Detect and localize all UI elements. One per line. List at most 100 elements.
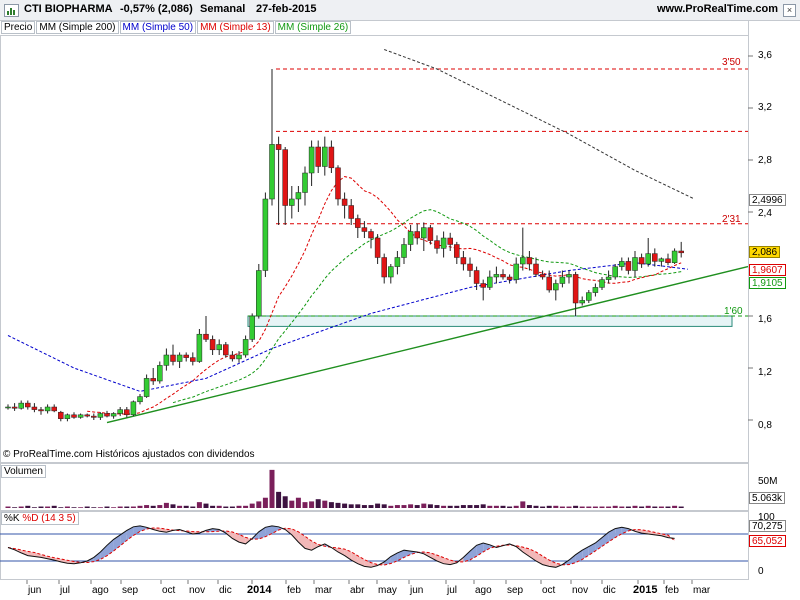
volume-bar [672,505,678,508]
volume-bar [375,503,381,508]
candle-body [25,402,31,408]
month-label: ago [475,585,492,596]
candle-body [572,274,579,304]
legend-mm200[interactable]: MM (Simple 200) [36,21,119,34]
stochastic-tick-0: 0 [758,566,764,577]
stochastic-tick-100: 100 [758,512,775,523]
candle-body [5,406,11,409]
volume-bar [71,507,77,508]
candle-body [163,354,170,366]
volume-bar [282,496,288,508]
stochastic-fill [107,539,114,556]
candle-body [229,354,236,360]
candle-body [51,406,57,412]
volume-bar [342,503,348,508]
volume-bar [18,506,24,508]
stochastic-fill [549,560,556,568]
candle-body [467,263,473,271]
stochastic-d-line [7,527,675,566]
candle-body [190,357,196,362]
chart-type-icon[interactable] [4,4,19,17]
volume-bar [606,506,612,508]
candle-body [539,274,546,278]
candle-body [348,205,354,219]
volume-bar [45,506,51,508]
support-zone [247,315,733,327]
volume-bar [302,502,308,508]
volume-bar [111,507,117,508]
stochastic-fill [522,547,530,557]
volume-bar [58,507,64,508]
candle-body [322,146,328,167]
period-label: Semanal [200,3,246,15]
candle-body [203,333,209,340]
volume-bar [586,506,592,508]
stochastic-fill [47,556,55,561]
month-label: feb [665,585,679,596]
volume-value-tag: 5.063k [749,492,786,504]
volume-bar [223,506,229,508]
month-label: jun [410,585,424,596]
candle-body [487,276,493,288]
volume-bar [394,505,400,508]
candle-body [84,414,90,417]
stochastic-panel-label[interactable]: %K %D (14 3 5) [1,512,79,525]
price-panel-frame [0,35,749,463]
chart-header: CTI BIOPHARMA -0,57% (2,086) Semanal 27-… [0,0,800,21]
volume-bar [38,506,44,508]
volume-bar [295,497,301,508]
candle-body [421,227,427,239]
candle-body [599,279,605,288]
candle-body [216,344,222,351]
legend-price[interactable]: Precio [1,21,36,34]
candle-body [328,146,335,169]
month-label: mar [315,585,333,596]
candle-body [249,315,255,340]
stochastic-fill [397,550,404,561]
volume-panel-label[interactable]: Volumen [1,465,46,478]
month-label-year: 2014 [247,584,272,596]
candle-body [269,144,275,200]
stochastic-fill [404,550,411,558]
indicator-legend: Precio MM (Simple 200) MM (Simple 50) MM (S… [1,21,352,34]
close-icon[interactable]: × [783,4,796,17]
stochastic-fill [67,560,74,564]
volume-bar [276,491,282,508]
volume-bar [97,507,103,508]
candle-body [31,406,38,410]
legend-mm13[interactable]: MM (Simple 13) [197,21,274,34]
month-label: sep [507,585,524,596]
candle-body [533,263,539,275]
candle-body [124,409,130,416]
candle-body [315,146,321,167]
volume-bar [137,505,143,508]
candle-body [308,146,315,174]
candle-body [645,253,651,265]
candle-body [506,276,513,280]
price-tick: 2,8 [758,155,772,166]
candle-body [183,354,189,358]
stochastic-panel-frame [0,511,749,580]
stochastic-fill [371,562,378,568]
volume-bar [520,501,526,508]
stochastic-d-tag: 65,052 [749,535,786,547]
candle-body [553,283,559,291]
stochastic-fill [291,528,299,543]
volume-bar [513,505,519,508]
volume-bar [348,504,354,508]
volume-bar [414,505,420,508]
date-label: 27-feb-2015 [256,3,317,15]
legend-mm50[interactable]: MM (Simple 50) [119,21,197,34]
stochastic-fill [430,552,437,561]
month-label: mar [693,585,711,596]
volume-bar [243,505,249,508]
volume-bar [315,499,321,508]
candle-body [91,415,97,418]
month-label: nov [189,585,206,596]
volume-bar [196,502,202,508]
site-url[interactable]: www.ProRealTime.com [656,3,778,15]
candle-body [652,253,658,262]
candle-body [520,257,526,265]
legend-mm26[interactable]: MM (Simple 26) [274,21,352,34]
mm200-value-tag: 2,4996 [749,194,786,206]
